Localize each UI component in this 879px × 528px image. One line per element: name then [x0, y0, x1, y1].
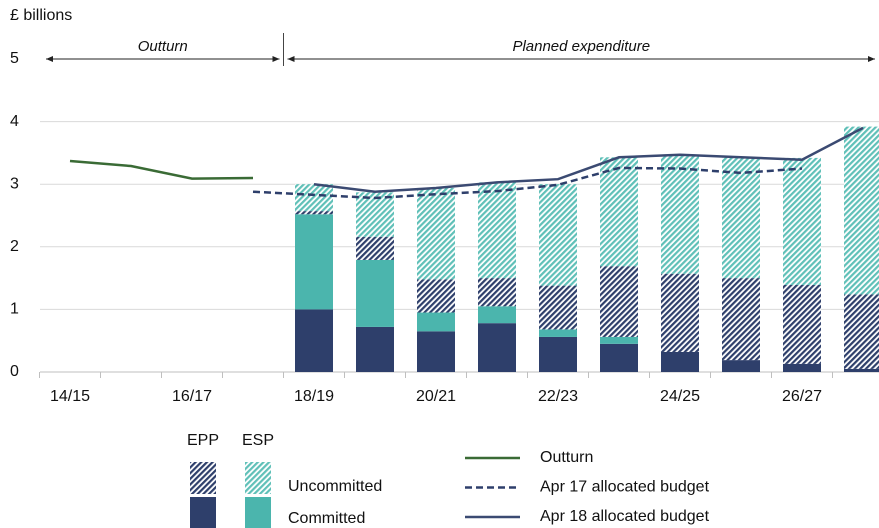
bar-segment — [783, 284, 821, 364]
bar-segment — [356, 236, 394, 260]
x-tick-label: 26/27 — [782, 388, 822, 405]
bar-segment — [295, 214, 333, 310]
bar-segment — [539, 184, 577, 286]
legend-row-label: Uncommitted — [288, 478, 382, 495]
annotation-label: Outturn — [138, 38, 188, 55]
bar-segment — [844, 294, 879, 369]
arrow-head — [868, 56, 875, 62]
bar-segment — [844, 126, 879, 295]
legend-label: Outturn — [540, 449, 593, 466]
bar-segment — [539, 336, 577, 372]
x-tick-label: 20/21 — [416, 388, 456, 405]
bar-segment — [295, 184, 333, 212]
bar-segment — [600, 343, 638, 372]
y-tick-label: 3 — [10, 175, 19, 192]
bar-segment — [661, 351, 699, 372]
bar-segment — [722, 157, 760, 279]
bar-segment — [844, 368, 879, 372]
arrow-head — [287, 56, 295, 62]
bar-segment — [661, 156, 699, 274]
y-tick-label: 5 — [10, 50, 19, 67]
y-axis-unit: £ billions — [10, 7, 72, 24]
bar-segment — [478, 182, 516, 279]
legend-swatch — [190, 462, 216, 494]
bar-segment — [478, 323, 516, 372]
arrow-head — [46, 56, 53, 62]
legend-label: Apr 18 allocated budget — [540, 508, 710, 525]
x-tick-label: 22/23 — [538, 388, 578, 405]
bar-segment — [539, 285, 577, 330]
x-tick-label: 18/19 — [294, 388, 334, 405]
legend-row-label: Committed — [288, 510, 365, 527]
bar-segment — [417, 187, 455, 280]
legend-swatch — [190, 497, 216, 528]
line-series — [252, 166, 803, 200]
bar-segment — [417, 312, 455, 332]
bar-segment — [417, 331, 455, 372]
bar-segment — [722, 278, 760, 361]
y-tick-label: 1 — [10, 301, 19, 318]
x-tick-label: 24/25 — [660, 388, 700, 405]
bar-segment — [539, 329, 577, 337]
y-tick-label: 0 — [10, 363, 19, 380]
bar-segment — [417, 279, 455, 313]
bar-segment — [295, 211, 333, 215]
annotation-label: Planned expenditure — [512, 38, 650, 55]
bar-segment — [661, 273, 699, 352]
bar-segment — [600, 266, 638, 337]
bar-segment — [478, 306, 516, 324]
bar-segment — [722, 360, 760, 372]
line-series — [69, 159, 254, 180]
legend-swatch — [245, 497, 271, 528]
arrow-head — [272, 56, 280, 62]
bar-segment — [600, 336, 638, 344]
bar-segment — [783, 363, 821, 372]
bar-segment — [295, 309, 333, 372]
legend-column-label: EPP — [187, 432, 219, 449]
bar-segment — [356, 326, 394, 372]
legend-label: Apr 17 allocated budget — [540, 479, 710, 496]
line-series — [313, 126, 864, 193]
x-tick-label: 14/15 — [50, 388, 90, 405]
bar-segment — [478, 278, 516, 307]
bar-segment — [783, 157, 821, 285]
bar-segment — [356, 192, 394, 237]
bar-segment — [356, 259, 394, 327]
y-tick-label: 4 — [10, 113, 19, 130]
y-tick-label: 2 — [10, 238, 19, 255]
legend-column-label: ESP — [242, 432, 274, 449]
x-tick-label: 16/17 — [172, 388, 212, 405]
legend-swatch — [245, 462, 271, 494]
bar-segment — [600, 157, 638, 267]
